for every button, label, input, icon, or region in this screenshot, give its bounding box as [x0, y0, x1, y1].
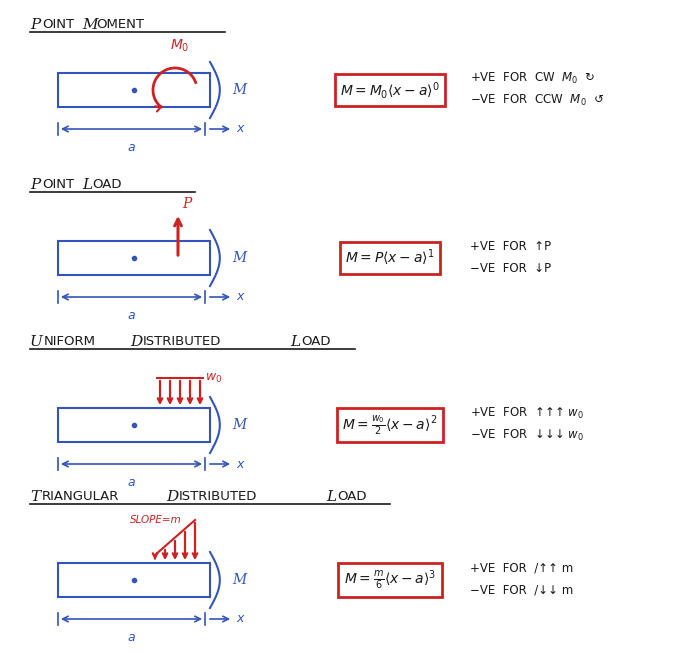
Text: U: U [30, 335, 43, 349]
Text: L: L [326, 490, 336, 504]
Bar [58, 563, 210, 597]
Text: D: D [166, 490, 178, 504]
Text: OAD: OAD [92, 178, 121, 191]
Text: P: P [182, 197, 191, 211]
Text: x: x [236, 612, 243, 625]
Text: D: D [130, 335, 142, 349]
Text: +VE  FOR  CW  $M_0$  ↻: +VE FOR CW $M_0$ ↻ [470, 70, 595, 85]
Text: a: a [128, 476, 136, 489]
Text: P: P [30, 18, 40, 32]
Text: −VE  FOR  /↓↓ m: −VE FOR /↓↓ m [470, 584, 573, 597]
Bar [58, 408, 210, 442]
Bar [58, 73, 210, 107]
Text: +VE  FOR  ↑P: +VE FOR ↑P [470, 239, 551, 252]
Text: +VE  FOR  /↑↑ m: +VE FOR /↑↑ m [470, 561, 573, 574]
Text: OAD: OAD [337, 490, 366, 503]
Text: SLOPE=m: SLOPE=m [130, 515, 182, 525]
Text: a: a [128, 309, 136, 322]
Text: −VE  FOR  ↓P: −VE FOR ↓P [470, 261, 551, 274]
Text: NIFORM: NIFORM [44, 335, 96, 348]
Text: $M_0$: $M_0$ [170, 38, 190, 54]
Bar [58, 241, 210, 275]
Text: M: M [232, 418, 247, 432]
Text: $M=P\langle x-a\rangle^1$: $M=P\langle x-a\rangle^1$ [345, 248, 434, 269]
Text: T: T [30, 490, 40, 504]
Text: ISTRIBUTED: ISTRIBUTED [143, 335, 221, 348]
Text: ISTRIBUTED: ISTRIBUTED [179, 490, 257, 503]
Text: $M=\frac{w_0}{2}\langle x-a\rangle^2$: $M=\frac{w_0}{2}\langle x-a\rangle^2$ [343, 413, 438, 437]
Text: M: M [232, 83, 247, 97]
Text: x: x [236, 458, 243, 471]
Text: OAD: OAD [301, 335, 330, 348]
Text: $M=\frac{m}{6}\langle x-a\rangle^3$: $M=\frac{m}{6}\langle x-a\rangle^3$ [344, 569, 436, 591]
Text: a: a [128, 141, 136, 154]
Text: M: M [232, 251, 247, 265]
Text: −VE  FOR  ↓↓↓ $w_0$: −VE FOR ↓↓↓ $w_0$ [470, 428, 584, 443]
Text: L: L [82, 178, 92, 192]
Text: −VE  FOR  CCW  $M_0$  ↺: −VE FOR CCW $M_0$ ↺ [470, 93, 604, 108]
Text: OMENT: OMENT [96, 18, 144, 31]
Text: $M=M_0\langle x-a\rangle^0$: $M=M_0\langle x-a\rangle^0$ [340, 80, 440, 100]
Text: OINT: OINT [42, 18, 74, 31]
Text: P: P [30, 178, 40, 192]
Text: L: L [290, 335, 300, 349]
Text: x: x [236, 291, 243, 303]
Text: +VE  FOR  ↑↑↑ $w_0$: +VE FOR ↑↑↑ $w_0$ [470, 406, 584, 421]
Text: a: a [128, 631, 136, 644]
Text: M: M [82, 18, 97, 32]
Text: RIANGULAR: RIANGULAR [42, 490, 119, 503]
Text: x: x [236, 123, 243, 136]
Text: OINT: OINT [42, 178, 74, 191]
Text: $w_0$: $w_0$ [205, 372, 222, 385]
Text: M: M [232, 573, 247, 587]
